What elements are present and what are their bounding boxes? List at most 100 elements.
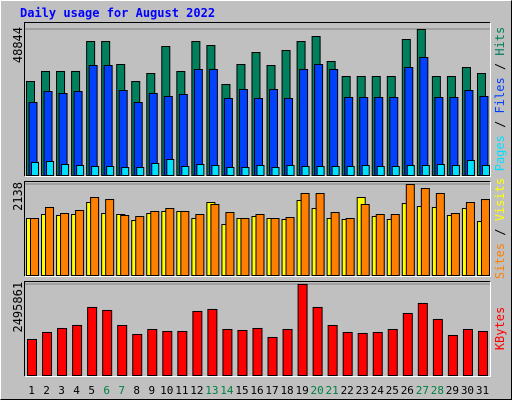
bar [479, 95, 489, 176]
y-tick-label: 2138 [11, 182, 25, 211]
x-tick-label: 28 [431, 384, 444, 397]
bar [210, 204, 220, 276]
legend-entry: Visits [493, 178, 507, 221]
legend-separator: / [493, 221, 507, 243]
y-tick-label: 48844 [11, 27, 25, 63]
bar [477, 330, 488, 377]
x-tick-label: 11 [175, 384, 188, 397]
bar [45, 206, 55, 276]
legend-separator: / [493, 56, 507, 78]
legend-entry: Files [493, 77, 507, 113]
x-tick-label: 17 [265, 384, 278, 397]
bar [420, 188, 430, 276]
bar [193, 69, 203, 176]
bar [480, 199, 490, 277]
bar [238, 88, 248, 176]
bar [255, 214, 265, 277]
bar [192, 310, 203, 376]
legend-entry: Sites [493, 243, 507, 279]
x-tick-label: 3 [58, 384, 65, 397]
bar [72, 324, 83, 377]
bar [195, 214, 205, 277]
bar [282, 328, 293, 377]
bar [76, 165, 85, 176]
bar [105, 199, 115, 277]
panel-shadow [24, 22, 491, 177]
x-tick-label: 7 [118, 384, 125, 397]
x-tick-label: 4 [73, 384, 80, 397]
x-tick-label: 21 [326, 384, 339, 397]
bar [342, 331, 353, 377]
bar [271, 167, 280, 177]
bar [466, 160, 475, 177]
bar [103, 64, 113, 176]
x-tick-label: 6 [103, 384, 110, 397]
x-tick-label: 27 [416, 384, 429, 397]
bar [132, 333, 143, 377]
bar [31, 161, 39, 176]
x-tick-label: 9 [148, 384, 155, 397]
bar [58, 92, 68, 176]
bar [75, 209, 85, 277]
bar [117, 324, 128, 377]
bar [389, 96, 399, 176]
bar [376, 165, 385, 176]
x-tick-label: 31 [476, 384, 489, 397]
bar [177, 330, 188, 377]
bar [357, 332, 368, 377]
bar [462, 328, 473, 377]
bar [121, 167, 130, 177]
bar [118, 90, 128, 176]
bar [240, 218, 250, 277]
bar [372, 331, 383, 377]
bar [178, 93, 188, 176]
x-tick-label: 22 [341, 384, 354, 397]
bar [285, 217, 295, 276]
bar [106, 165, 115, 176]
bar [237, 329, 248, 377]
bar [253, 98, 263, 176]
bar [226, 167, 235, 177]
bar [360, 204, 370, 276]
bar [374, 96, 384, 176]
bar [120, 214, 130, 276]
panel-shadow [24, 281, 491, 377]
bar [196, 164, 205, 177]
bar [133, 101, 143, 176]
chart-title: Daily usage for August 2022 [20, 6, 215, 20]
bar [346, 165, 355, 176]
bar [241, 167, 250, 177]
bar [102, 309, 113, 376]
bar [419, 56, 429, 176]
x-tick-label: 29 [446, 384, 459, 397]
bar [60, 213, 70, 276]
bar [87, 306, 98, 376]
bar [402, 312, 413, 376]
bar [315, 193, 325, 276]
bar [269, 88, 279, 176]
bar [90, 197, 100, 276]
bar [432, 318, 443, 376]
bar [406, 165, 415, 176]
bar [451, 165, 460, 176]
bar [447, 334, 458, 376]
legend: KBytes [493, 307, 507, 350]
bar [73, 91, 83, 176]
bar [300, 193, 310, 276]
bar [147, 328, 158, 377]
bar [211, 165, 220, 176]
bar [331, 165, 340, 176]
x-tick-label: 8 [133, 384, 140, 397]
bar [404, 66, 414, 176]
panel-shadow [24, 181, 491, 277]
bar [391, 165, 400, 176]
bar [207, 308, 218, 376]
bar [222, 328, 233, 377]
bar [57, 327, 68, 377]
bar [151, 162, 160, 176]
bar [421, 165, 430, 176]
panel-highlight [24, 22, 491, 177]
panel-highlight [24, 281, 491, 377]
